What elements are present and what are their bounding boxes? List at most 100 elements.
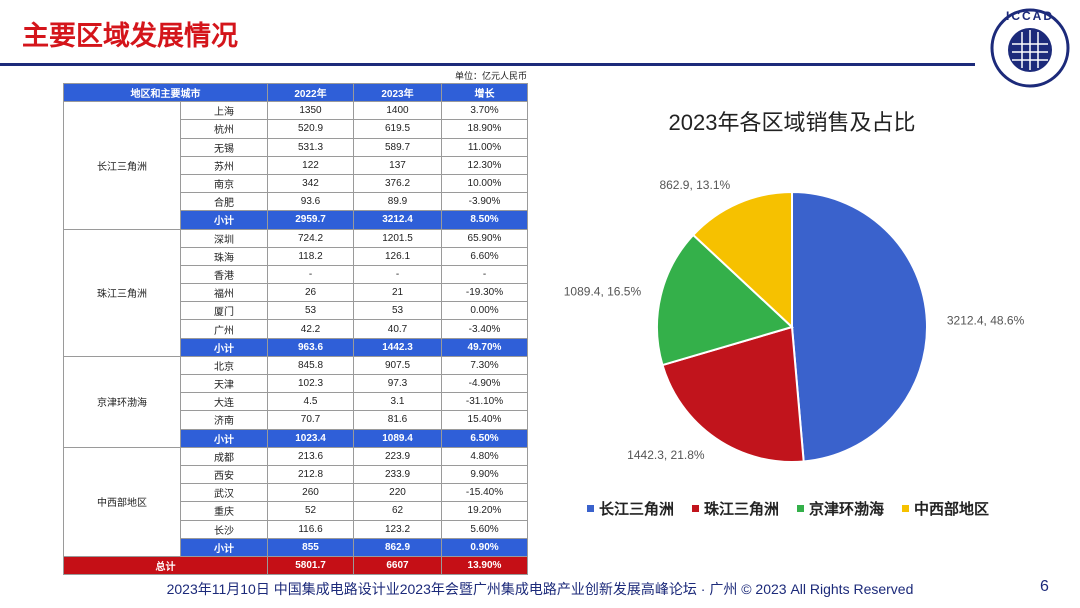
table-cell: 81.6	[353, 410, 442, 430]
table-cell: 3.70%	[441, 101, 528, 121]
table-cell: 126.1	[353, 246, 442, 266]
column-header: 地区和主要城市	[63, 82, 268, 103]
pie-slice	[691, 190, 793, 330]
subtotal-cell: 963.6	[267, 337, 354, 357]
table-cell: 26	[267, 283, 354, 303]
logo-grid	[1012, 30, 1048, 70]
subtotal-cell: 2959.7	[267, 210, 354, 230]
table-cell: 6.60%	[441, 246, 528, 266]
subtotal-cell: 0.90%	[441, 537, 528, 557]
total-cell: 5801.7	[267, 555, 354, 576]
subtotal-cell: 1023.4	[267, 428, 354, 448]
subtotal-cell: 855	[267, 537, 354, 557]
subtotal-cell: 8.50%	[441, 210, 528, 230]
region-cell: 京津环渤海	[63, 355, 181, 448]
legend-label: 珠江三角洲	[704, 500, 779, 518]
legend-label: 京津环渤海	[809, 500, 884, 518]
table-cell: 厦门	[180, 301, 268, 321]
table-row: 苏州 122 137 12.30%	[64, 155, 528, 175]
subtotal-cell: 862.9	[353, 537, 442, 557]
legend-swatch	[797, 505, 804, 512]
table-row: 小计 963.6 1442.3 49.70%	[64, 337, 528, 357]
table-cell: 北京	[180, 355, 268, 376]
legend-swatch	[587, 505, 594, 512]
chart-title: 2023年各区域销售及占比	[669, 110, 916, 135]
table-row: 长江三角洲 上海 1350 1400 3.70%	[63, 101, 528, 230]
table-cell: 15.40%	[441, 410, 528, 430]
table-row: 天津 102.3 97.3 -4.90%	[64, 373, 528, 394]
unit-note: 单位：亿元人民币	[455, 71, 528, 81]
table-cell: 223.9	[353, 446, 442, 466]
page-number: 6	[1040, 578, 1049, 595]
table-row: 合肥 93.6 89.9 -3.90%	[64, 192, 528, 212]
subtotal-cell: 小计	[180, 537, 268, 557]
title-rule	[0, 63, 975, 66]
legend-swatch	[902, 505, 909, 512]
table-cell: 大连	[180, 392, 268, 412]
subtotal-cell: 小计	[180, 210, 268, 230]
table-cell: -	[267, 264, 354, 285]
table-row: 地区和主要城市 2022年 2023年 增长	[63, 82, 528, 103]
value-label: 3212.4, 48.6%	[947, 313, 1025, 327]
table-row: 济南 70.7 81.6 15.40%	[64, 410, 528, 430]
legend-label: 长江三角洲	[599, 500, 674, 518]
table-cell: 济南	[180, 410, 268, 430]
table-row: 小计 2959.7 3212.4 8.50%	[64, 210, 528, 230]
sales-table: 地区和主要城市 2022年 2023年 增长 长江三角洲 上海 1350 1400 3.70% 杭…	[63, 82, 528, 576]
pie-slice	[661, 325, 805, 463]
table-cell: 上海	[180, 101, 268, 121]
table-cell: 1400	[353, 101, 442, 121]
table-row: 厦门 53 53 0.00%	[64, 301, 528, 321]
subtotal-cell: 小计	[180, 337, 268, 357]
table-cell: 70.7	[267, 410, 354, 430]
column-header: 增长	[441, 82, 528, 103]
column-header: 2023年	[353, 82, 442, 103]
table-row: 福州 26 21 -19.30%	[64, 283, 528, 303]
table-row: 武汉 260 220 -15.40%	[64, 483, 528, 503]
table-row: 南京 342 376.2 10.00%	[64, 173, 528, 194]
pie-slice	[656, 233, 794, 367]
legend-label: 中西部地区	[914, 500, 989, 518]
table-row: 京津环渤海 北京 845.8 907.5 7.30%	[63, 355, 528, 448]
subtotal-cell: 6.50%	[441, 428, 528, 448]
table-cell: 40.7	[353, 319, 442, 339]
table-row: 大连 4.5 3.1 -31.10%	[64, 392, 528, 412]
legend-swatch	[692, 505, 699, 512]
value-label: 1442.3, 21.8%	[627, 448, 705, 462]
total-cell: 6607	[353, 555, 442, 576]
table-row: 珠江三角洲 深圳 724.2 1201.5 65.90%	[63, 228, 528, 357]
table-row: 杭州 520.9 619.5 18.90%	[64, 119, 528, 139]
subtotal-cell: 小计	[180, 428, 268, 448]
table-cell: 9.90%	[441, 464, 528, 485]
pie-slice	[791, 190, 928, 463]
table-cell: 7.30%	[441, 355, 528, 376]
table-cell: 102.3	[267, 373, 354, 394]
region-cell: 珠江三角洲	[63, 228, 181, 357]
table-row: 无锡 531.3 589.7 11.00%	[64, 137, 528, 157]
table-cell: 53	[267, 301, 354, 321]
table-cell: -4.90%	[441, 373, 528, 394]
region-cell: 中西部地区	[63, 446, 181, 557]
table-row: 中西部地区 成都 213.6 223.9 4.80%	[63, 446, 528, 557]
footer: 2023年11月10日 中国集成电路设计业2023年会暨广州集成电路产业创新发展…	[166, 581, 914, 597]
table-row: 西安 212.8 233.9 9.90%	[64, 464, 528, 485]
table-cell: -31.10%	[441, 392, 528, 412]
total-cell: 总计	[63, 555, 268, 576]
table-cell: 香港	[180, 264, 268, 285]
table-cell: 0.00%	[441, 301, 528, 321]
table-cell: -3.40%	[441, 319, 528, 339]
total-cell: 13.90%	[441, 555, 528, 576]
table-row: 珠海 118.2 126.1 6.60%	[64, 246, 528, 266]
subtotal-cell: 49.70%	[441, 337, 528, 357]
table-cell: -19.30%	[441, 283, 528, 303]
table-row: 广州 42.2 40.7 -3.40%	[64, 319, 528, 339]
table-row: 小计 1023.4 1089.4 6.50%	[64, 428, 528, 448]
logo-text: ICCAD	[1006, 9, 1054, 23]
value-label: 1089.4, 16.5%	[564, 284, 642, 298]
table-cell: 福州	[180, 283, 268, 303]
column-header: 2022年	[267, 82, 354, 103]
table-row: 小计 855 862.9 0.90%	[64, 537, 528, 557]
table-row: 香港 - - -	[64, 264, 528, 285]
